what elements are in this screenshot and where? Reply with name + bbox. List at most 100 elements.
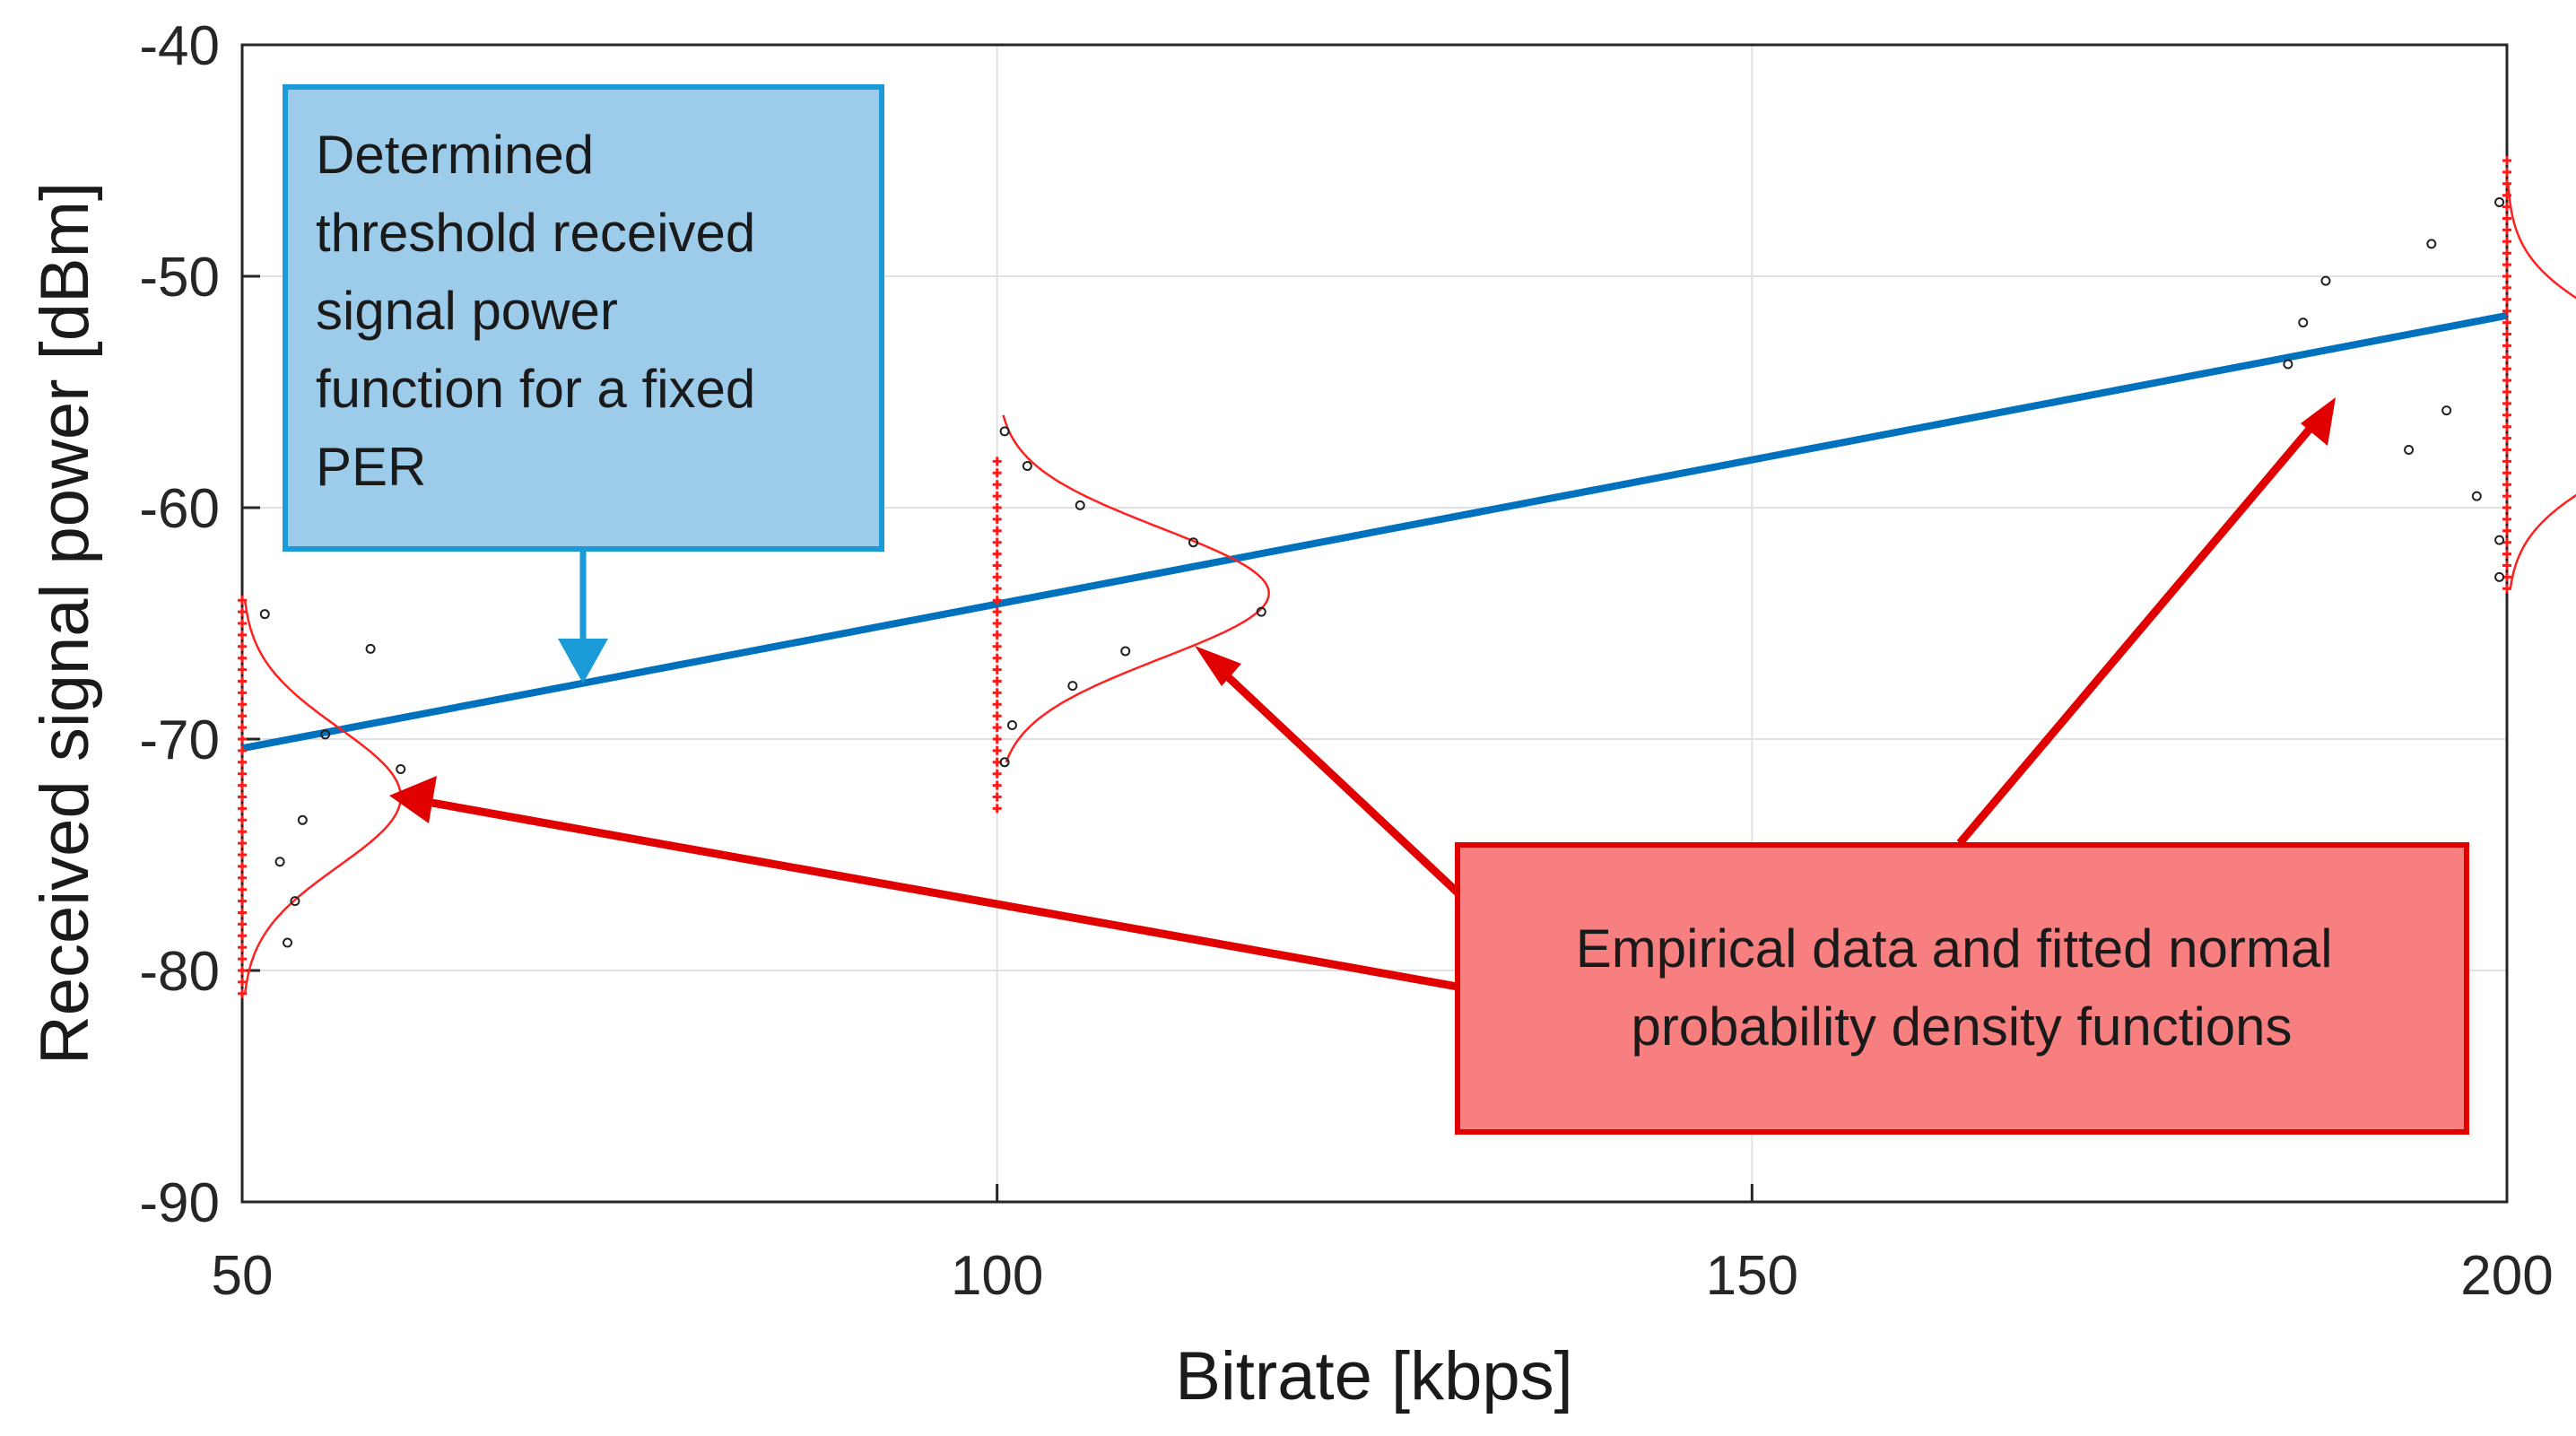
empirical-point bbox=[2404, 445, 2415, 455]
empirical-arrow-200 bbox=[1956, 419, 2319, 846]
sample-marker bbox=[238, 711, 247, 721]
sample-marker bbox=[238, 884, 247, 894]
sample-marker bbox=[238, 735, 247, 744]
sample-marker bbox=[238, 792, 247, 802]
y-tick-label: -50 bbox=[139, 247, 220, 309]
sample-marker bbox=[2502, 260, 2511, 270]
empirical-point bbox=[1120, 646, 1131, 657]
sample-marker bbox=[992, 549, 1002, 559]
sample-marker bbox=[2502, 537, 2511, 547]
empirical-point bbox=[2494, 571, 2505, 582]
sample-marker bbox=[2502, 248, 2511, 258]
x-tick-label: 50 bbox=[212, 1245, 274, 1307]
sample-marker bbox=[238, 873, 247, 883]
sample-marker bbox=[2502, 549, 2511, 559]
sample-marker bbox=[992, 619, 1002, 628]
sample-marker bbox=[992, 780, 1002, 790]
y-tick-label: -70 bbox=[139, 709, 220, 771]
empirical-point bbox=[1022, 461, 1032, 472]
x-tick-label: 100 bbox=[951, 1245, 1043, 1307]
sample-marker bbox=[992, 596, 1002, 605]
sample-marker bbox=[2502, 364, 2511, 374]
empirical-annotation-text: Empirical data and fitted normal probabi… bbox=[1576, 918, 2347, 1057]
sample-marker bbox=[238, 653, 247, 663]
sample-marker bbox=[238, 641, 247, 651]
threshold-line bbox=[241, 311, 2508, 753]
sample-marker bbox=[992, 769, 1002, 779]
sample-marker bbox=[2502, 410, 2511, 420]
empirical-point bbox=[320, 729, 331, 740]
empirical-point bbox=[396, 764, 406, 775]
sample-marker bbox=[992, 804, 1002, 814]
threshold-annotation-line: signal power bbox=[316, 281, 618, 341]
sample-marker bbox=[992, 711, 1002, 721]
empirical-arrow-50 bbox=[421, 796, 1458, 991]
x-tick-label: 150 bbox=[1706, 1245, 1798, 1307]
sample-marker bbox=[2502, 561, 2511, 570]
sample-marker bbox=[238, 966, 247, 975]
x-tick-label: 200 bbox=[2460, 1245, 2553, 1307]
sample-marker bbox=[2502, 318, 2511, 327]
sample-marker bbox=[238, 919, 247, 929]
y-tick-label: -90 bbox=[139, 1172, 220, 1234]
empirical-point bbox=[1188, 537, 1198, 548]
sample-marker bbox=[992, 468, 1002, 478]
sample-marker bbox=[992, 492, 1002, 501]
sample-marker bbox=[992, 630, 1002, 640]
sample-marker bbox=[2502, 294, 2511, 304]
sample-marker bbox=[2502, 480, 2511, 490]
sample-marker bbox=[2502, 213, 2511, 223]
sample-marker bbox=[238, 665, 247, 674]
sample-marker bbox=[2502, 445, 2511, 455]
sample-marker bbox=[2502, 352, 2511, 362]
empirical-point bbox=[2283, 359, 2293, 370]
empirical-arrowhead-50 bbox=[389, 776, 437, 823]
sample-marker bbox=[2502, 306, 2511, 316]
sample-marker bbox=[992, 584, 1002, 594]
y-tick-label: -60 bbox=[139, 478, 220, 540]
sample-marker bbox=[992, 572, 1002, 582]
empirical-point bbox=[274, 857, 285, 867]
empirical-point bbox=[365, 643, 376, 654]
x-axis-ticks: 50 100 150 200 bbox=[212, 1184, 2554, 1307]
empirical-point bbox=[2494, 196, 2505, 207]
sample-marker bbox=[992, 792, 1002, 802]
sample-marker bbox=[238, 896, 247, 906]
sample-marker bbox=[992, 723, 1002, 733]
y-axis-ticks: -90 -80 -70 -60 -50 -40 bbox=[139, 15, 260, 1234]
threshold-annotation-line: PER bbox=[316, 437, 426, 497]
empirical-point bbox=[999, 426, 1010, 437]
empirical-annotation-line: probability density functions bbox=[1631, 996, 2292, 1057]
sample-marker bbox=[238, 861, 247, 871]
sample-marker bbox=[2502, 526, 2511, 535]
empirical-arrowhead-100 bbox=[1195, 646, 1241, 686]
empirical-data-series bbox=[238, 156, 2576, 998]
sample-marker bbox=[238, 839, 247, 849]
sample-marker bbox=[238, 943, 247, 953]
sample-marker bbox=[238, 745, 247, 755]
y-tick-label: -80 bbox=[139, 941, 220, 1003]
empirical-point bbox=[2320, 275, 2331, 286]
sample-marker bbox=[992, 665, 1002, 674]
threshold-annotation-line: function for a fixed bbox=[316, 359, 755, 419]
sample-marker bbox=[2502, 398, 2511, 408]
threshold-annotation-line: threshold received bbox=[316, 203, 755, 263]
threshold-annotation-box bbox=[283, 84, 884, 552]
empirical-arrowhead-200 bbox=[2301, 397, 2336, 446]
sample-marker bbox=[992, 745, 1002, 755]
group-200 bbox=[2283, 156, 2576, 594]
sample-marker bbox=[2502, 178, 2511, 188]
empirical-point bbox=[1075, 500, 1085, 510]
threshold-annotation: Determined threshold received signal pow… bbox=[283, 84, 884, 683]
empirical-point bbox=[297, 814, 308, 825]
empirical-point bbox=[290, 896, 300, 907]
empirical-annotation-arrows bbox=[389, 397, 2336, 991]
sample-marker bbox=[992, 537, 1002, 547]
empirical-point bbox=[2441, 405, 2452, 416]
sample-marker bbox=[2502, 468, 2511, 478]
sample-marker bbox=[2502, 272, 2511, 281]
sample-marker bbox=[238, 723, 247, 733]
sample-marker bbox=[992, 607, 1002, 617]
sample-marker bbox=[2502, 433, 2511, 443]
